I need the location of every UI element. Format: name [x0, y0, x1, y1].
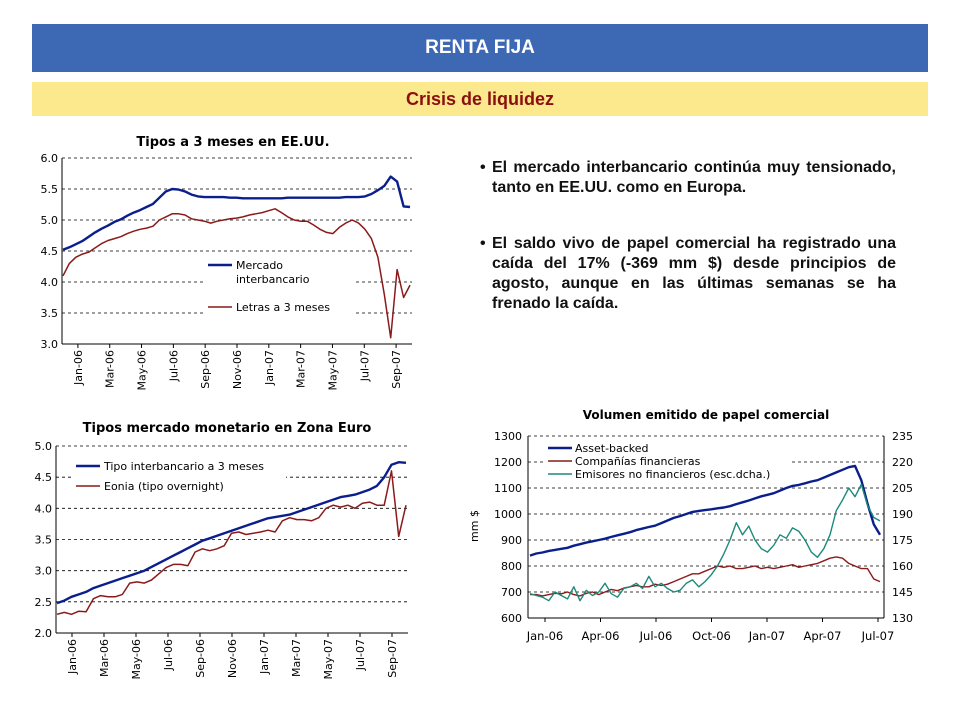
euro-chart-legend-label: Eonia (tipo overnight) — [104, 480, 224, 493]
cp-y-tick-label: 700 — [501, 586, 522, 599]
cp-y-tick-label: 1100 — [494, 482, 522, 495]
euro-chart-y-tick-label: 4.5 — [35, 471, 53, 484]
euro-chart-y-tick-label: 3.5 — [35, 534, 53, 547]
cp-x-tick-label: Jul-06 — [639, 629, 673, 643]
us-chart-x-tick-label: May-07 — [326, 350, 339, 391]
us-chart-x-tick-label: Mar-06 — [104, 350, 117, 388]
cp-y2-tick-label: 145 — [892, 586, 913, 599]
cp-y-tick-label: 900 — [501, 534, 522, 547]
cp-y2-tick-label: 235 — [892, 430, 913, 443]
euro-chart-x-tick-label: Sep-07 — [386, 639, 399, 678]
us-chart-y-tick-label: 5.0 — [41, 214, 59, 227]
euro-chart-x-tick-label: May-06 — [130, 639, 143, 680]
cp-y-axis-label: mm $ — [468, 510, 481, 542]
us-chart-y-tick-label: 5.5 — [41, 183, 59, 196]
cp-y2-tick-label: 160 — [892, 560, 913, 573]
cp-y-tick-label: 1200 — [494, 456, 522, 469]
cp-series-nonfinancial-line — [529, 483, 881, 602]
chart-us-rates: Tipos a 3 meses en EE.UU. 6.0 5.5 5.0 4.5 4.0… — [41, 135, 412, 391]
euro-chart-series-red-line — [56, 470, 407, 616]
bullet-item: • El mercado interbancario continúa muy t… — [480, 158, 896, 198]
euro-chart-x-tick-label: Mar-07 — [290, 639, 303, 677]
cp-legend-box — [544, 440, 792, 484]
cp-y-tick-label: 1000 — [494, 508, 522, 521]
subheader-title: Crisis de liquidez — [405, 88, 555, 109]
cp-x-tick-label: Oct-06 — [692, 629, 731, 643]
euro-chart-y-tick-label: 2.0 — [35, 627, 53, 640]
bullet-text: El saldo vivo de papel comercial ha regi… — [492, 235, 896, 312]
euro-chart-title: Tipos mercado monetario en Zona Euro — [83, 421, 372, 436]
cp-y-tick-label: 800 — [501, 560, 522, 573]
header-bar: RENTA FIJA — [32, 24, 928, 72]
cp-legend-label: Emisores no financieros (esc.dcha.) — [575, 468, 770, 481]
us-chart-x-tick-label: Sep-07 — [390, 350, 403, 389]
bullet-item: • El saldo vivo de papel comercial ha reg… — [480, 234, 896, 314]
euro-chart-legend-label: Tipo interbancario a 3 meses — [103, 460, 264, 473]
euro-chart-x-tick-label: Sep-06 — [194, 639, 207, 678]
euro-chart-y-tick-label: 2.5 — [35, 596, 53, 609]
us-chart-y-tick-label: 6.0 — [41, 152, 59, 165]
cp-y-tick-label: 600 — [501, 612, 522, 625]
euro-chart-x-tick-label: Nov-06 — [226, 639, 239, 678]
euro-chart-x-tick-label: Jul-07 — [354, 639, 367, 671]
cp-series-financial-line — [530, 556, 881, 597]
euro-chart-x-tick-label: Mar-06 — [98, 639, 111, 677]
us-chart-x-tick-label: Nov-06 — [231, 350, 244, 389]
euro-chart-y-tick-label: 5.0 — [35, 440, 53, 453]
chart-euro-rates: Tipos mercado monetario en Zona Euro 5.0 4… — [35, 421, 408, 680]
header-title: RENTA FIJA — [425, 37, 535, 58]
us-chart-legend-box — [206, 252, 356, 320]
bullet-text: El mercado interbancario continúa muy te… — [492, 159, 896, 196]
us-chart-series-red-line — [62, 208, 411, 339]
us-chart-x-tick-label: May-06 — [136, 350, 149, 391]
cp-x-tick-label: Jul-07 — [861, 629, 895, 643]
euro-chart-x-tick-label: Jan-07 — [258, 639, 271, 675]
cp-y2-tick-label: 220 — [892, 456, 913, 469]
cp-x-tick-label: Jan-06 — [526, 629, 564, 643]
cp-x-tick-label: Apr-07 — [804, 629, 842, 643]
euro-chart-x-tick-label: May-07 — [322, 639, 335, 680]
euro-chart-series-blue-line — [56, 461, 407, 605]
cp-series-asset-backed-line — [529, 464, 882, 557]
chart-commercial-paper: Volumen emitido de papel comercial 1300 23… — [468, 408, 913, 643]
us-chart-legend-label: Letras a 3 meses — [236, 301, 330, 314]
cp-y2-tick-label: 190 — [892, 508, 913, 521]
cp-x-tick-label: Jan-07 — [748, 629, 786, 643]
us-chart-x-tick-label: Sep-06 — [199, 350, 212, 389]
us-chart-legend-label: Mercado — [236, 259, 283, 272]
subheader-bar: Crisis de liquidez — [32, 82, 928, 116]
us-chart-x-tick-label: Jan-06 — [72, 350, 85, 386]
us-chart-series-blue-line — [62, 175, 411, 251]
us-chart-y-tick-label: 4.5 — [41, 245, 59, 258]
us-chart-legend-label: interbancario — [236, 273, 310, 286]
bullet-dot-icon: • — [480, 159, 486, 176]
us-chart-x-tick-label: Jul-07 — [358, 350, 371, 382]
bullet-list: • El mercado interbancario continúa muy t… — [480, 158, 896, 350]
euro-chart-y-tick-label: 4.0 — [35, 502, 53, 515]
us-chart-y-tick-label: 4.0 — [41, 276, 59, 289]
euro-chart-y-tick-label: 3.0 — [35, 565, 53, 578]
us-chart-title: Tipos a 3 meses en EE.UU. — [136, 135, 329, 150]
euro-chart-x-tick-label: Jan-06 — [66, 639, 79, 675]
bullet-dot-icon: • — [480, 235, 486, 252]
us-chart-y-tick-label: 3.5 — [41, 307, 59, 320]
euro-chart-x-tick-label: Jul-06 — [162, 639, 175, 671]
us-chart-x-tick-label: Jan-07 — [263, 350, 276, 386]
cp-chart-title: Volumen emitido de papel comercial — [583, 408, 829, 422]
cp-y2-tick-label: 130 — [892, 612, 913, 625]
us-chart-x-tick-label: Mar-07 — [295, 350, 308, 388]
cp-y-tick-label: 1300 — [494, 430, 522, 443]
cp-y2-tick-label: 175 — [892, 534, 913, 547]
us-chart-x-tick-label: Jul-06 — [167, 350, 180, 382]
cp-legend-label: Compañías financieras — [575, 455, 701, 468]
us-chart-y-tick-label: 3.0 — [41, 338, 59, 351]
euro-chart-legend-box — [72, 454, 286, 494]
cp-legend-label: Asset-backed — [575, 442, 649, 455]
cp-x-tick-label: Apr-06 — [582, 629, 620, 643]
cp-y2-tick-label: 205 — [892, 482, 913, 495]
